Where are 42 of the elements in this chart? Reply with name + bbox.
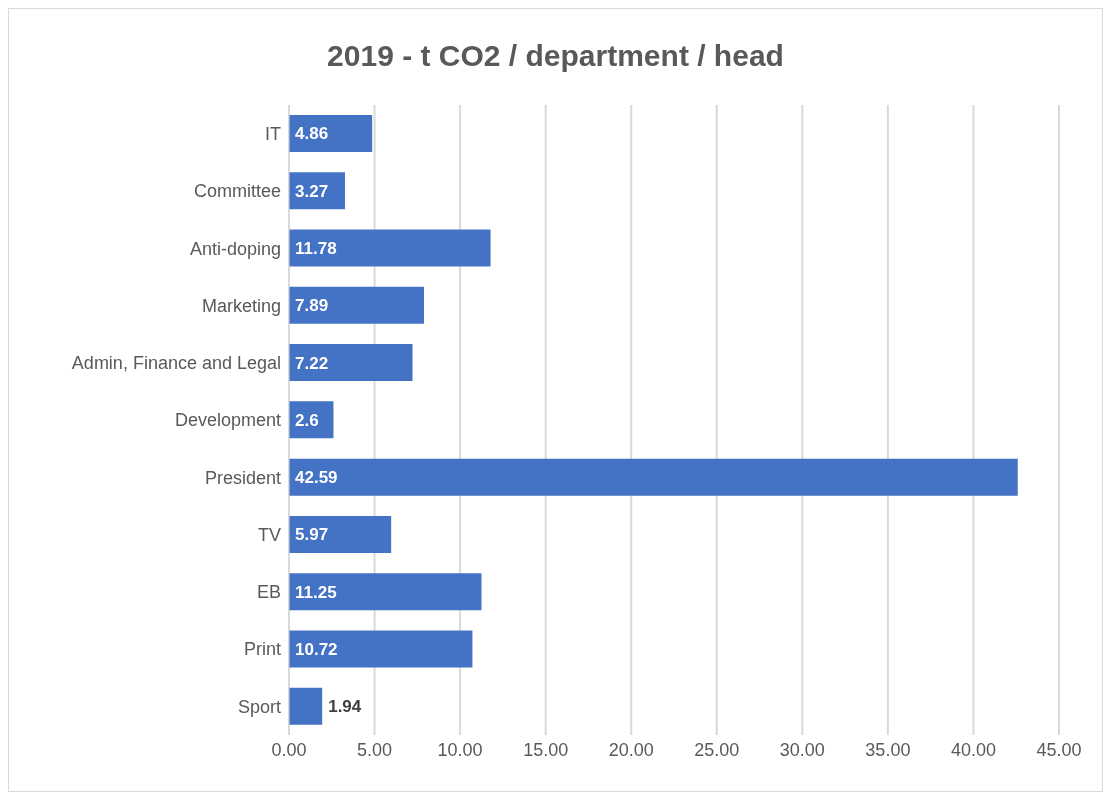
- data-label: 1.94: [328, 697, 362, 717]
- chart-title: 2019 - t CO2 / department / head: [326, 38, 785, 74]
- y-tick-label: Development: [174, 410, 281, 431]
- data-label: 3.27: [295, 181, 329, 201]
- bar: [289, 573, 482, 611]
- x-tick-label: 15.00: [523, 739, 569, 760]
- bar: [289, 458, 1018, 496]
- data-label: 42.59: [295, 468, 338, 488]
- x-tick-label: 20.00: [608, 739, 654, 760]
- data-label: 7.22: [295, 353, 329, 373]
- x-tick-label: 25.00: [694, 739, 740, 760]
- bar: [289, 344, 413, 382]
- data-label: 10.72: [295, 639, 338, 659]
- bar: [289, 286, 425, 324]
- data-label: 5.97: [295, 525, 329, 545]
- data-label: 7.89: [295, 296, 329, 316]
- x-tick-label: 10.00: [437, 739, 483, 760]
- data-label: 2.6: [295, 410, 319, 430]
- y-tick-label: Sport: [237, 696, 281, 717]
- x-tick-label: 30.00: [779, 739, 825, 760]
- bar: [289, 687, 323, 725]
- x-tick-label: 40.00: [950, 739, 996, 760]
- y-tick-label: Print: [243, 639, 281, 660]
- y-tick-label: Admin, Finance and Legal: [71, 353, 281, 374]
- y-tick-label: Anti-doping: [189, 238, 281, 259]
- bar: [289, 229, 491, 267]
- x-tick-label: 5.00: [357, 739, 393, 760]
- x-tick-label: 35.00: [865, 739, 911, 760]
- data-label: 11.78: [295, 239, 337, 258]
- y-tick-label: President: [204, 467, 281, 488]
- bar: [289, 630, 473, 668]
- y-tick-label: TV: [257, 524, 281, 545]
- y-tick-label: EB: [256, 582, 281, 603]
- data-label: 11.25: [295, 582, 337, 602]
- x-tick-label: 45.00: [1036, 739, 1082, 760]
- bar: [289, 515, 392, 553]
- y-tick-label: Committee: [193, 181, 281, 202]
- bar: [289, 115, 373, 152]
- y-tick-label: Marketing: [201, 295, 281, 316]
- data-label: 4.86: [295, 124, 329, 144]
- y-tick-label: IT: [265, 124, 281, 145]
- x-tick-label: 0.00: [271, 739, 307, 760]
